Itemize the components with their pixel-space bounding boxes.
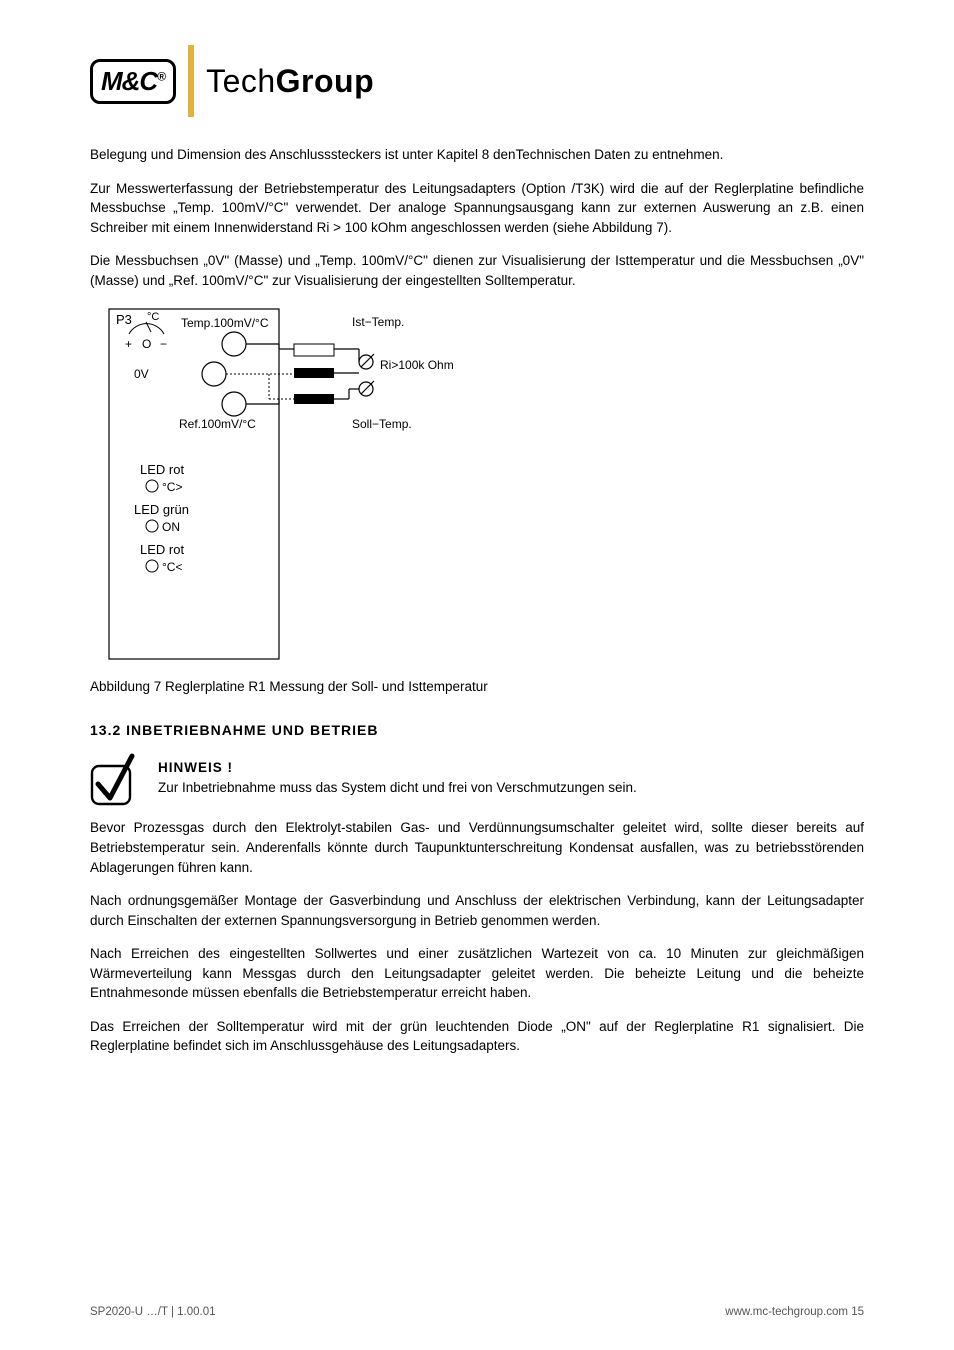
lbl-ist: Ist−Temp. xyxy=(352,315,404,329)
led1-circle xyxy=(146,480,158,492)
lbl-led2a: LED grün xyxy=(134,502,189,517)
pot-arc xyxy=(129,324,164,334)
section-heading: 13.2 INBETRIEBNAHME UND BETRIEB xyxy=(90,722,864,738)
body-text-block-1: Belegung und Dimension des Anschlussstec… xyxy=(90,145,864,290)
note-label: HINWEIS ! xyxy=(158,758,637,778)
resistor-top xyxy=(294,344,334,356)
brand-title: TechGroup xyxy=(206,63,374,100)
paragraph-1: Belegung und Dimension des Anschlussstec… xyxy=(90,145,864,165)
plug-mid xyxy=(294,368,334,378)
jack-0v xyxy=(202,362,226,386)
body-text-block-2: Bevor Prozessgas durch den Elektrolyt-st… xyxy=(90,818,864,1056)
lbl-plus: + xyxy=(125,337,132,351)
led2-circle xyxy=(146,520,158,532)
lbl-led1b: °C> xyxy=(162,480,182,494)
lbl-led3a: LED rot xyxy=(140,542,184,557)
jack-ref xyxy=(222,392,246,416)
paragraph-2: Zur Messwerterfassung der Betriebstemper… xyxy=(90,179,864,238)
lbl-p3: P3 xyxy=(116,312,132,327)
lbl-ref: Ref.100mV/°C xyxy=(179,417,256,431)
figure-7-diagram: P3 °C + O − Temp.100mV/°C 0V Ref.100mV/°… xyxy=(104,304,864,669)
figure-caption: Abbildung 7 Reglerplatine R1 Messung der… xyxy=(90,679,864,694)
lbl-temp: Temp.100mV/°C xyxy=(181,316,269,330)
footer-right: www.mc-techgroup.com 15 xyxy=(725,1306,864,1318)
paragraph-5: Nach ordnungsgemäßer Montage der Gasverb… xyxy=(90,891,864,930)
diagram-svg: P3 °C + O − Temp.100mV/°C 0V Ref.100mV/°… xyxy=(104,304,524,664)
footer-left: SP2020-U …/T | 1.00.01 xyxy=(90,1306,216,1318)
brand-bold: Group xyxy=(276,63,374,99)
note-body: Zur Inbetriebnahme muss das System dicht… xyxy=(158,778,637,798)
brand-thin: Tech xyxy=(206,63,276,99)
lbl-led1a: LED rot xyxy=(140,462,184,477)
paragraph-4: Bevor Prozessgas durch den Elektrolyt-st… xyxy=(90,818,864,877)
paragraph-3: Die Messbuchsen „0V" (Masse) und „Temp. … xyxy=(90,251,864,290)
note-row: HINWEIS ! Zur Inbetriebnahme muss das Sy… xyxy=(90,752,864,798)
lbl-led3b: °C< xyxy=(162,560,182,574)
mc-logo: M&C® xyxy=(90,59,176,104)
paragraph-7: Das Erreichen der Solltemperatur wird mi… xyxy=(90,1017,864,1056)
lbl-0v: 0V xyxy=(134,367,149,381)
logo-separator-bar xyxy=(188,45,194,117)
paragraph-6: Nach Erreichen des eingestellten Sollwer… xyxy=(90,944,864,1003)
lbl-led2b: ON xyxy=(162,520,180,534)
lbl-soll: Soll−Temp. xyxy=(352,417,412,431)
note-text-block: HINWEIS ! Zur Inbetriebnahme muss das Sy… xyxy=(158,752,637,797)
logo-reg: ® xyxy=(157,69,165,83)
lbl-degc-top: °C xyxy=(147,311,159,323)
jack-temp xyxy=(222,332,246,356)
led3-circle xyxy=(146,560,158,572)
logo-text: M&C xyxy=(101,66,157,96)
page-footer: SP2020-U …/T | 1.00.01 www.mc-techgroup.… xyxy=(90,1306,864,1318)
lbl-circle: O xyxy=(142,337,151,351)
page-header: M&C® TechGroup xyxy=(90,45,864,117)
checkmark-icon xyxy=(90,752,136,798)
plug-bot xyxy=(294,394,334,404)
board-outline xyxy=(109,309,279,659)
lbl-minus: − xyxy=(160,337,167,351)
lbl-ri: Ri>100k Ohm xyxy=(380,358,454,372)
